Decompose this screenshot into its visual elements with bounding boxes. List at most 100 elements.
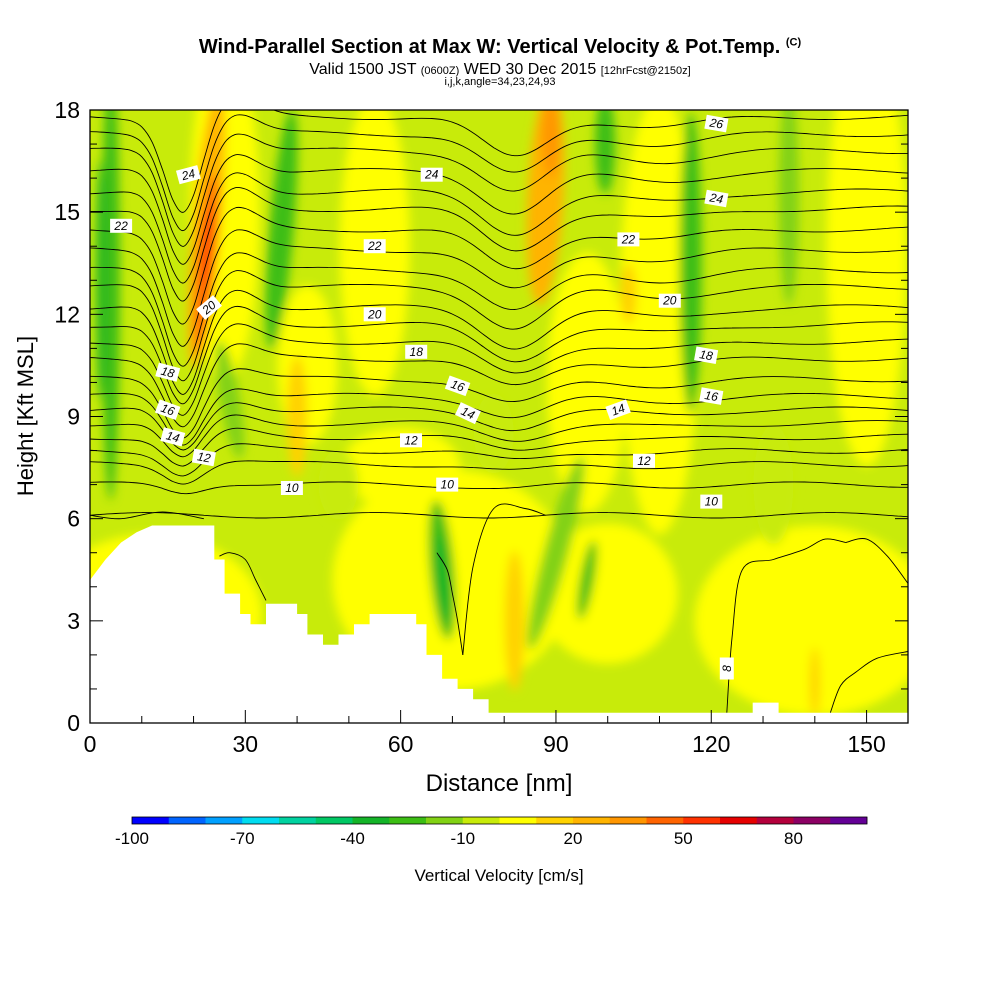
axes: 0 30 60 90 120 150 0 3 6 9 12 15 18: [54, 97, 908, 757]
contour-label-box: [196, 295, 223, 320]
colorbar: -100 -70 -40 -10 20 50 80: [115, 816, 868, 848]
contour-label: 16: [154, 399, 181, 421]
contour-label-box: [704, 114, 729, 133]
colorbar-swatch: [426, 817, 464, 824]
contour-label: 8: [719, 657, 734, 680]
contour-label-box: [191, 448, 216, 467]
contour-label-box: [160, 427, 186, 447]
contour-label-text: 18: [698, 347, 714, 363]
downdraft-column: [96, 160, 105, 401]
updraft-core: [809, 647, 820, 718]
contour-label: 12: [191, 448, 216, 467]
contour-label: 12: [400, 433, 422, 448]
theta-contour: [219, 552, 267, 601]
contour-label: 22: [363, 239, 386, 254]
updraft-core: [287, 356, 308, 477]
contour-label: 10: [436, 477, 459, 492]
colorbar-swatch: [609, 817, 647, 824]
potential-temperature-contours: [90, 110, 908, 713]
y-tick-label: 15: [54, 199, 80, 225]
chart-subtitle: Valid 1500 JST (0600Z) WED 30 Dec 2015 […: [0, 61, 1000, 79]
contour-label-box: [699, 387, 724, 405]
contour-label-box: [454, 402, 481, 425]
y-tick-label: 6: [67, 506, 80, 532]
contour-label-box: [363, 307, 386, 322]
theta-contour: [90, 229, 908, 347]
theta-contour: [90, 289, 908, 395]
contour-label-text: 10: [705, 495, 719, 509]
contour-label-text: 16: [159, 401, 177, 419]
updraft-region: [340, 427, 461, 508]
downdraft-column: [318, 449, 359, 520]
x-tick-label: 0: [84, 731, 97, 757]
theta-contour: [90, 114, 908, 232]
theta-contour: [90, 133, 908, 247]
colorbar-tick-label: 50: [674, 829, 693, 848]
theta-contour: [90, 154, 908, 265]
y-tick-label: 3: [67, 608, 80, 634]
contour-label-text: 24: [424, 168, 439, 182]
contour-label: 18: [155, 362, 181, 382]
downdraft-column: [778, 110, 799, 306]
contour-label: 16: [444, 375, 471, 397]
theta-contour: [90, 186, 908, 302]
colorbar-tick-label: -10: [451, 829, 476, 848]
theta-contour: [90, 512, 908, 519]
contour-label-box: [658, 293, 681, 308]
contour-label-text: 10: [285, 481, 299, 495]
contour-label-box: [719, 657, 734, 680]
y-axis-label: Height [Kft MSL]: [13, 336, 38, 496]
contour-label-box: [110, 218, 133, 233]
x-tick-label: 60: [388, 731, 414, 757]
downdraft-column: [679, 113, 702, 414]
copyright-mark: (C): [785, 36, 802, 49]
contour-label-text: 12: [404, 433, 418, 447]
theta-contour: [90, 511, 204, 520]
contour-label-box: [444, 375, 471, 397]
theta-contour: [90, 427, 908, 467]
contour-label-text: 14: [609, 401, 627, 419]
contour-label-box: [704, 189, 729, 208]
contour-label-text: 8: [720, 665, 734, 672]
grid-indices: i,j,k,angle=34,23,24,93: [444, 76, 556, 88]
contour-label-text: 26: [708, 115, 725, 131]
theta-contour: [90, 323, 908, 416]
downdraft-column: [434, 535, 450, 625]
colorbar-swatch: [352, 817, 390, 824]
downdraft-column: [265, 110, 298, 349]
theta-contour: [90, 414, 908, 458]
valid-date: WED 30 Dec 2015: [463, 61, 597, 78]
updraft-core: [504, 550, 525, 691]
contour-label-box: [280, 481, 303, 495]
contour-label-text: 18: [159, 364, 176, 381]
contour-label-text: 20: [367, 307, 382, 321]
contour-label-text: 24: [179, 166, 197, 183]
contour-label-text: 12: [196, 449, 212, 465]
contour-label: 24: [420, 167, 443, 182]
valid-time: Valid 1500 JST: [309, 61, 417, 78]
colorbar-frame: [131, 816, 868, 825]
colorbar-tick-label: -40: [340, 829, 365, 848]
colorbar-label: Vertical Velocity [cm/s]: [414, 866, 583, 885]
contour-label-text: 22: [621, 232, 636, 246]
contour-label-text: 10: [441, 478, 455, 492]
downdraft-column: [473, 393, 514, 474]
theta-contour: [90, 305, 908, 405]
theta-contour: [436, 552, 464, 655]
contour-label-box: [700, 494, 723, 509]
theta-contour: [90, 368, 908, 439]
colorbar-swatch: [720, 817, 758, 824]
contour-label-box: [405, 344, 428, 359]
colorbar-swatch: [646, 817, 684, 824]
colorbar-swatch: [536, 817, 574, 824]
colorbar-tick-label: 20: [564, 829, 583, 848]
colorbar-swatch: [683, 817, 721, 824]
contour-label-text: 18: [410, 345, 424, 359]
colorbar-tick-label: -70: [230, 829, 255, 848]
downdraft-column: [101, 110, 120, 501]
colorbar-swatch: [389, 817, 427, 824]
contour-label-text: 22: [113, 219, 128, 233]
contour-label: 10: [280, 481, 303, 495]
contour-label: 22: [110, 218, 133, 233]
contour-label-box: [420, 167, 443, 182]
